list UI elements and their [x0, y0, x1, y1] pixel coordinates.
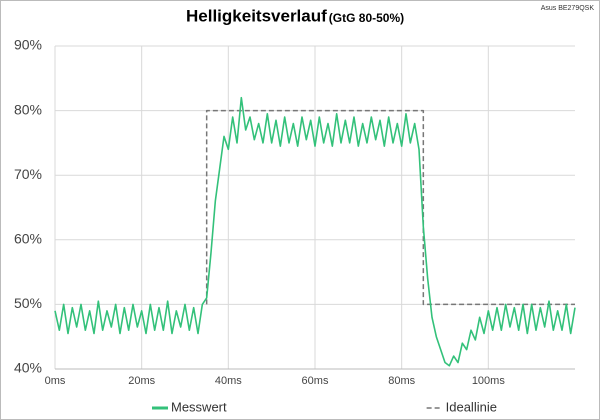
x-tick-label: 40ms: [215, 375, 242, 387]
legend-label: Ideallinie: [446, 399, 497, 414]
chart-title: Helligkeitsverlauf: [186, 6, 327, 25]
legend-label: Messwert: [171, 399, 227, 414]
y-tick-label: 80%: [14, 101, 42, 117]
data-line: [54, 96, 576, 367]
x-tick-label: 80ms: [388, 375, 415, 387]
y-tick-label: 50%: [14, 295, 42, 311]
x-tick-label: 100ms: [472, 375, 506, 387]
y-tick-label: 60%: [14, 231, 42, 247]
annotation: Asus BE279QSK: [541, 5, 595, 12]
data-line: [205, 109, 575, 306]
x-tick-label: 60ms: [302, 375, 329, 387]
chart-subtitle: (GtG 80-50%): [329, 11, 404, 25]
y-tick-label: 40%: [14, 360, 42, 376]
y-tick-label: 90%: [14, 37, 42, 53]
y-tick-label: 70%: [14, 166, 42, 182]
x-tick-label: 0ms: [45, 375, 66, 387]
x-tick-label: 20ms: [128, 375, 155, 387]
